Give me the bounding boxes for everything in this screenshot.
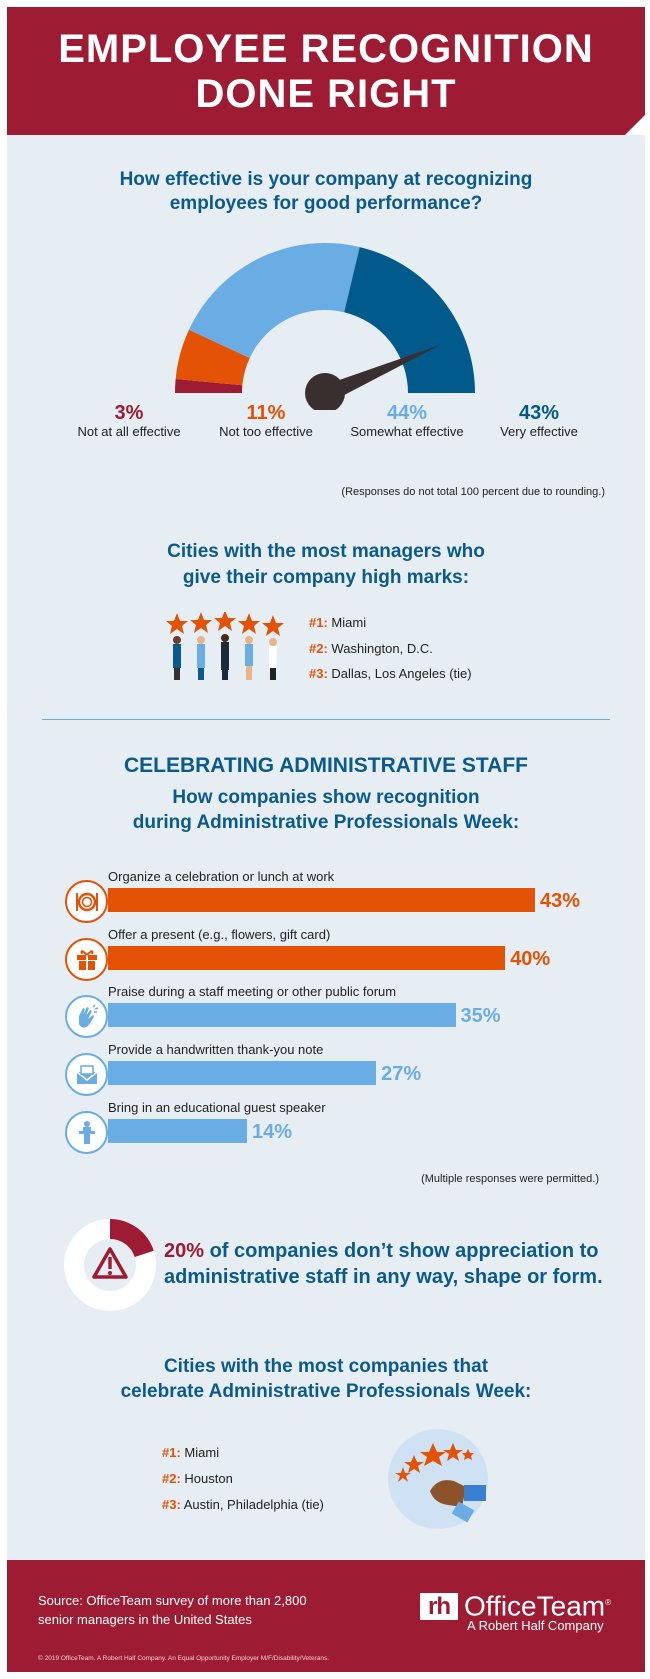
cities1-heading-line1: Cities with the most managers who [167,541,485,562]
gift-icon [65,937,108,981]
rounding-note: (Responses do not total 100 percent due … [341,486,605,498]
gauge-label: 3% Not at all effective [54,402,204,440]
cities1-heading-line2: give their company high marks: [182,567,470,588]
city-rank-item: #3: Dallas, Los Angeles (tie) [309,666,472,681]
page-title-line1: EMPLOYEE RECOGNITION [58,27,594,71]
gauge-label-text: Very effective [500,424,578,439]
cities2-heading-line1: Cities with the most companies that [163,1356,489,1377]
twenty-percent-donut [64,1219,156,1311]
bar [108,945,506,970]
bar-label: Organize a celebration or lunch at work [108,869,335,884]
section-divider [42,719,610,720]
gauge-label-text: Somewhat effective [350,424,464,439]
header-banner [7,7,645,135]
high-five-stars-illustration [388,1429,488,1529]
stat-percent: 20% [164,1240,205,1262]
bar-value: 35% [460,1005,501,1028]
effectiveness-gauge [175,243,475,410]
city-rank-item: #1: Miami [309,615,367,630]
gauge-label: 44% Somewhat effective [332,402,482,440]
bar-value: 40% [510,947,551,970]
gauge-label-percent: 44% [386,402,428,424]
logo-tagline: A Robert Half Company [467,1618,604,1633]
bar [108,1003,456,1028]
banner-fold-cut [625,113,647,135]
gauge-needle [305,345,440,410]
podium-speaker-icon [65,1110,108,1154]
footer-banner [7,1560,645,1672]
gauge-segment [175,379,243,393]
robert-half-logo-mark: rh [420,1593,458,1620]
gauge-label-text: Not at all effective [77,424,181,439]
donut-value-arc [109,1219,154,1258]
officeteam-logo-text: OfficeTeam® [464,1590,611,1622]
clapping-hands-icon [65,995,108,1039]
city-rank-item: #2: Houston [162,1471,233,1486]
envelope-icon [65,1053,108,1097]
city-rank-item: #3: Austin, Philadelphia (tie) [162,1497,324,1512]
admin-heading-line1: How companies show recognition [172,787,480,808]
gauge-label-percent: 11% [246,402,286,424]
gauge-label: 43% Very effective [464,402,614,440]
bar-label: Provide a handwritten thank-you note [108,1042,324,1058]
admin-heading-line2: during Administrative Professionals Week… [132,812,520,833]
admin-section-title: CELEBRATING ADMINISTRATIVE STAFF [123,754,529,777]
city-rank-item: #2: Washington, D.C. [309,640,433,656]
gauge-question-line2: employees for good performance? [169,193,483,214]
source-line1: Source: OfficeTeam survey of more than 2… [38,1593,307,1608]
warning-icon [92,1247,128,1279]
stat-line2: administrative staff in any way, shape o… [164,1266,603,1288]
page-title-line2: DONE RIGHT [195,72,457,116]
gauge-label: 11% Not too effective [191,402,341,440]
bar-label: Bring in an educational guest speaker [108,1099,326,1115]
city-rank-item: #1: Miami [162,1445,220,1460]
gauge-question-line1: How effective is your company at recogni… [119,169,533,190]
gauge-label-percent: 43% [518,402,560,424]
stat-line1: 20% of companies don’t show appreciation… [164,1240,599,1262]
bar-value: 27% [381,1063,422,1086]
copyright: © 2019 OfficeTeam. A Robert Half Company… [38,1655,330,1662]
gauge-segment [188,243,360,358]
bar [108,888,535,912]
bar-value: 43% [539,890,581,912]
cities2-heading-line2: celebrate Administrative Professionals W… [120,1381,532,1402]
people-holding-stars-illustration [166,612,284,680]
multiple-responses-note: (Multiple responses were permitted.) [421,1173,599,1185]
source-line2: senior managers in the United States [38,1612,252,1627]
bar-value: 14% [252,1120,293,1143]
bar-label: Offer a present (e.g., flowers, gift car… [108,926,331,942]
gauge-label-text: Not too effective [219,424,313,439]
bar-label: Praise during a staff meeting or other p… [108,984,397,1000]
gauge-segment [344,247,475,393]
gauge-segment [175,329,250,386]
plate-icon [65,880,108,923]
bar [108,1118,248,1143]
bar [108,1061,377,1086]
gauge-label-percent: 3% [114,402,144,424]
